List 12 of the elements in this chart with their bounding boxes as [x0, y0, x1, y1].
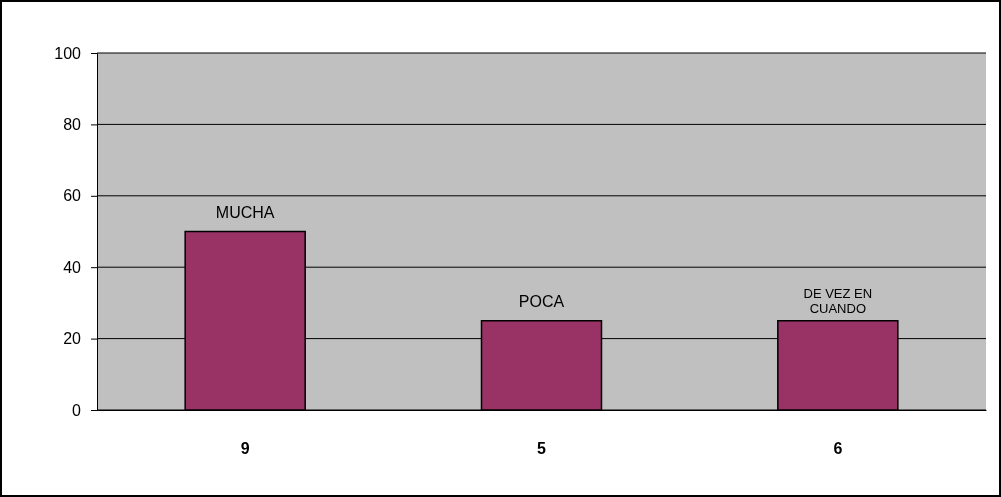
y-tick-label: 100	[54, 44, 82, 62]
x-tick-label: 6	[833, 440, 843, 457]
y-tick-label: 0	[72, 401, 82, 419]
y-tick-label: 20	[63, 330, 82, 348]
annotation: MUCHA	[215, 203, 275, 221]
annotation: POCA	[518, 292, 565, 310]
y-tick-label: 40	[63, 258, 82, 276]
annotation: DE VEZ EN CUANDO	[803, 285, 873, 316]
x-tick-label: 5	[537, 440, 547, 457]
y-tick-label: 60	[63, 187, 82, 205]
y-tick-label: 80	[63, 116, 82, 134]
x-tick-label: 9	[240, 440, 250, 457]
